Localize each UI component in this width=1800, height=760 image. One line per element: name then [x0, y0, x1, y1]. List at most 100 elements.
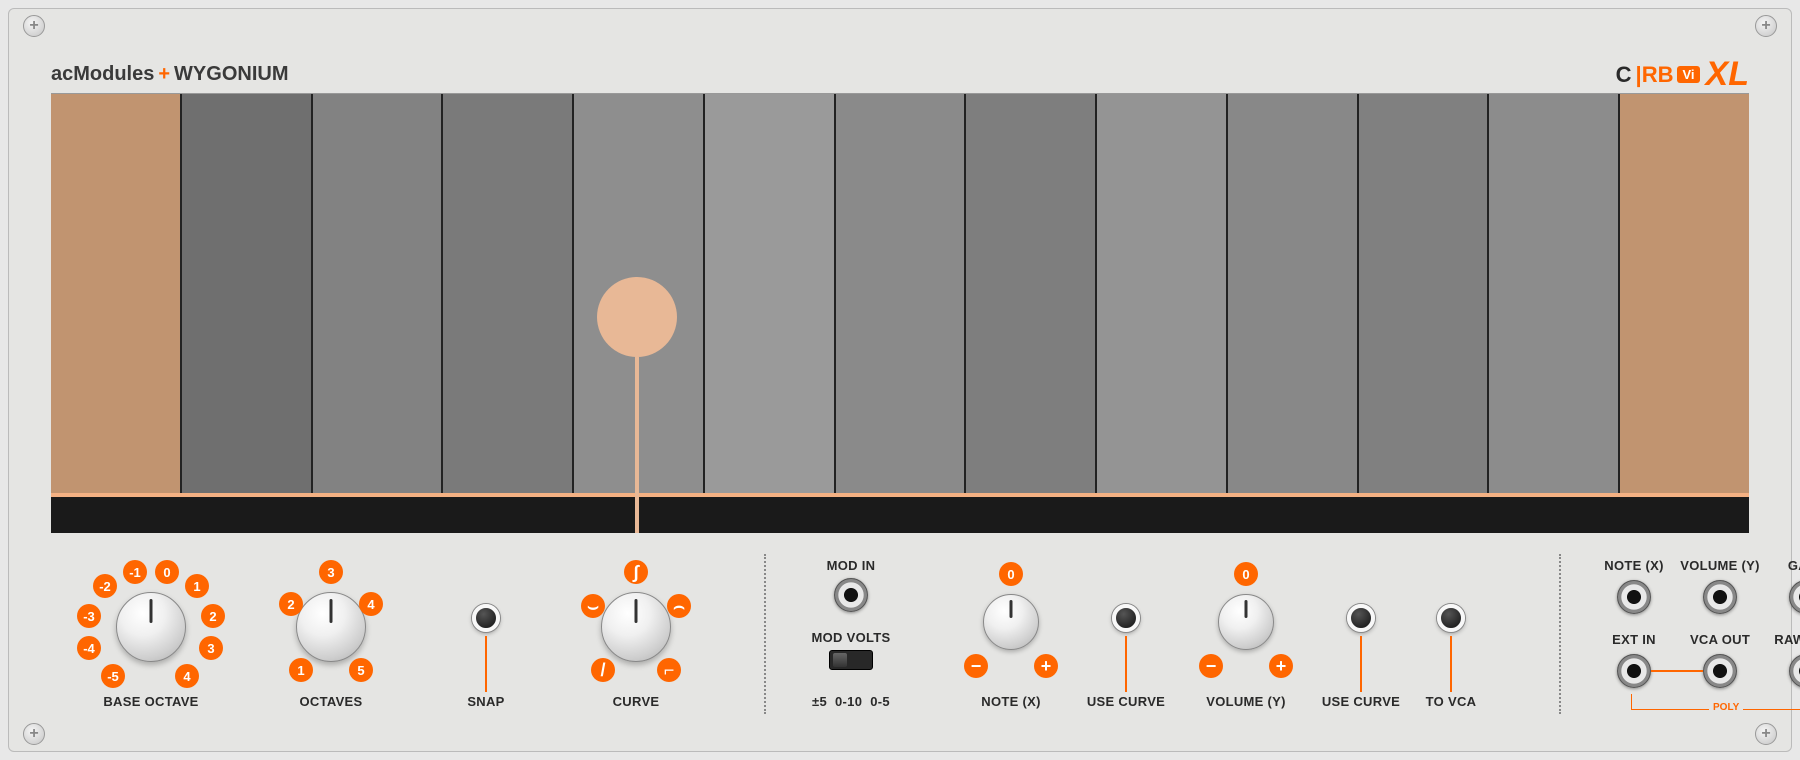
touchpad-segment[interactable] [1228, 94, 1359, 493]
brand-right: C|RB Vi XL [1616, 55, 1749, 94]
range-pm5: ±5 [812, 694, 827, 709]
touchpad-segment[interactable] [836, 94, 967, 493]
brand-c: C [1616, 62, 1632, 88]
mod-volts-range-labels: ±5 0-10 0-5 [791, 694, 911, 709]
gate-out-label: GATE [1763, 558, 1800, 573]
touchpad-segment[interactable] [443, 94, 574, 493]
touchpad-segment[interactable] [1620, 94, 1749, 493]
snap-label: SNAP [446, 694, 526, 709]
curve-shape-icon: ⌣ [581, 594, 605, 618]
touchpad-segment[interactable] [1359, 94, 1490, 493]
tick-label: 1 [185, 574, 209, 598]
ext-in-label: EXT IN [1591, 632, 1677, 647]
minus-icon: − [964, 654, 988, 678]
use-curve-label: USE CURVE [1081, 694, 1171, 709]
curve-shape-icon: ⌐ [657, 658, 681, 682]
screw-icon: + [1755, 723, 1777, 745]
tick-label: 0 [155, 560, 179, 584]
curve-shape-icon: ⌢ [667, 594, 691, 618]
raw-out-label: RAW OUT [1763, 632, 1800, 647]
note-x-knob[interactable] [983, 594, 1039, 650]
range-0-5: 0-5 [870, 694, 890, 709]
curve-knob[interactable] [601, 592, 671, 662]
tick-label: 3 [199, 636, 223, 660]
curve-shape-icon: ∫ [624, 560, 648, 584]
mod-volts-label: MOD VOLTS [791, 630, 911, 645]
to-vca-button[interactable] [1437, 604, 1465, 632]
curve-label: CURVE [561, 694, 711, 709]
connector-line [485, 636, 487, 692]
minus-icon: − [1199, 654, 1223, 678]
mod-in-label: MOD IN [791, 558, 911, 573]
tick-zero: 0 [999, 562, 1023, 586]
tick-label: -3 [77, 604, 101, 628]
poly-label: POLY [1709, 702, 1743, 713]
plus-icon: + [1269, 654, 1293, 678]
gate-jack[interactable] [1789, 580, 1800, 614]
screw-icon: + [23, 723, 45, 745]
controls-row: -1 0 1 -2 2 -3 3 -4 4 -5 BASE OCTAVE 3 2… [51, 554, 1749, 719]
tick-label: 4 [359, 592, 383, 616]
note-x-out-label: NOTE (X) [1591, 558, 1677, 573]
volume-y-knob[interactable] [1218, 594, 1274, 650]
ext-in-jack[interactable] [1617, 654, 1651, 688]
note-x-jack[interactable] [1617, 580, 1651, 614]
header: acModules+WYGONIUM C|RB Vi XL [51, 55, 1749, 94]
curve-shape-icon: / [591, 658, 615, 682]
brand-left: acModules+WYGONIUM [51, 63, 288, 86]
volume-y-label: VOLUME (Y) [1181, 694, 1311, 709]
plus-icon: + [158, 63, 170, 85]
octaves-label: OCTAVES [261, 694, 401, 709]
tick-label: 2 [201, 604, 225, 628]
touch-cursor-stem [635, 357, 639, 533]
touchpad-strip[interactable] [51, 497, 1749, 533]
range-0-10: 0-10 [835, 694, 862, 709]
touchpad-segment[interactable] [313, 94, 444, 493]
mod-volts-switch[interactable] [829, 650, 873, 670]
tick-label: 2 [279, 592, 303, 616]
brand-rb: |RB [1636, 62, 1674, 88]
vi-badge: Vi [1677, 66, 1699, 83]
base-octave-label: BASE OCTAVE [71, 694, 231, 709]
vca-out-jack[interactable] [1703, 654, 1737, 688]
touchpad-segment[interactable] [966, 94, 1097, 493]
tick-label: -5 [101, 664, 125, 688]
touchpad-segment[interactable] [51, 94, 182, 493]
tick-label: -2 [93, 574, 117, 598]
tick-label: 4 [175, 664, 199, 688]
tick-label: 5 [349, 658, 373, 682]
connector-line [1450, 636, 1452, 692]
vca-out-label: VCA OUT [1677, 632, 1763, 647]
brand-acmodules: acModules [51, 63, 154, 85]
snap-button[interactable] [472, 604, 500, 632]
base-octave-knob[interactable] [116, 592, 186, 662]
use-curve-button[interactable] [1112, 604, 1140, 632]
touchpad-segment[interactable] [1489, 94, 1620, 493]
module-panel: + + + + acModules+WYGONIUM C|RB Vi XL -1… [8, 8, 1792, 752]
tick-label: 1 [289, 658, 313, 682]
connector-line [1360, 636, 1362, 692]
use-curve-button[interactable] [1347, 604, 1375, 632]
connector-line [1125, 636, 1127, 692]
touchpad-segment[interactable] [705, 94, 836, 493]
note-x-label: NOTE (X) [946, 694, 1076, 709]
raw-out-jack[interactable] [1789, 654, 1800, 688]
tick-label: 3 [319, 560, 343, 584]
screw-icon: + [23, 15, 45, 37]
tick-label: -1 [123, 560, 147, 584]
mod-in-jack[interactable] [834, 578, 868, 612]
volume-y-jack[interactable] [1703, 580, 1737, 614]
brand-wygonium: WYGONIUM [174, 63, 288, 85]
touchpad-segment[interactable] [182, 94, 313, 493]
plus-icon: + [1034, 654, 1058, 678]
touch-cursor[interactable] [597, 277, 677, 357]
tick-zero: 0 [1234, 562, 1258, 586]
touchpad-segment[interactable] [1097, 94, 1228, 493]
connector-line [1651, 670, 1703, 672]
octaves-knob[interactable] [296, 592, 366, 662]
brand-xl: XL [1706, 55, 1749, 94]
touchpad[interactable] [51, 93, 1749, 493]
screw-icon: + [1755, 15, 1777, 37]
to-vca-label: TO VCA [1411, 694, 1491, 709]
use-curve-label: USE CURVE [1316, 694, 1406, 709]
